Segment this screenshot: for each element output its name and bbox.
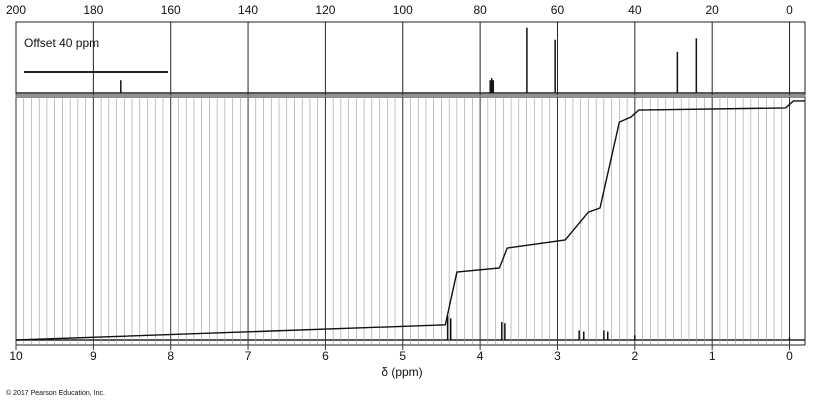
x2-tick-label: 60 — [551, 3, 565, 17]
x2-tick-label: 80 — [473, 3, 487, 17]
x2-tick-label: 20 — [705, 3, 719, 17]
x-tick-label: 9 — [90, 349, 97, 363]
x-tick-label: 5 — [399, 349, 406, 363]
x2-tick-label: 40 — [628, 3, 642, 17]
x2-tick-label: 120 — [315, 3, 335, 17]
offset-label: Offset 40 ppm — [24, 36, 99, 50]
x2-tick-label: 140 — [238, 3, 258, 17]
integral-curve — [15, 100, 805, 341]
credit: © 2017 Pearson Education, Inc. — [6, 389, 105, 397]
x2-tick-label: 160 — [161, 3, 181, 17]
x-tick-label: 7 — [245, 349, 252, 363]
x-tick-label: 3 — [554, 349, 561, 363]
x-tick-label: 4 — [477, 349, 484, 363]
x-tick-label: 2 — [631, 349, 638, 363]
x2-tick-label: 0 — [786, 3, 793, 17]
x-tick-label: 8 — [167, 349, 174, 363]
x-tick-label: 10 — [9, 349, 23, 363]
x2-tick-label: 200 — [6, 3, 26, 17]
x-tick-label: 6 — [322, 349, 329, 363]
x2-tick-label: 100 — [393, 3, 413, 17]
x-tick-label: 1 — [709, 349, 716, 363]
x-axis-label: δ (ppm) — [381, 365, 422, 379]
x2-tick-label: 180 — [83, 3, 103, 17]
x-tick-label: 0 — [786, 349, 793, 363]
carbon-panel — [15, 21, 806, 96]
